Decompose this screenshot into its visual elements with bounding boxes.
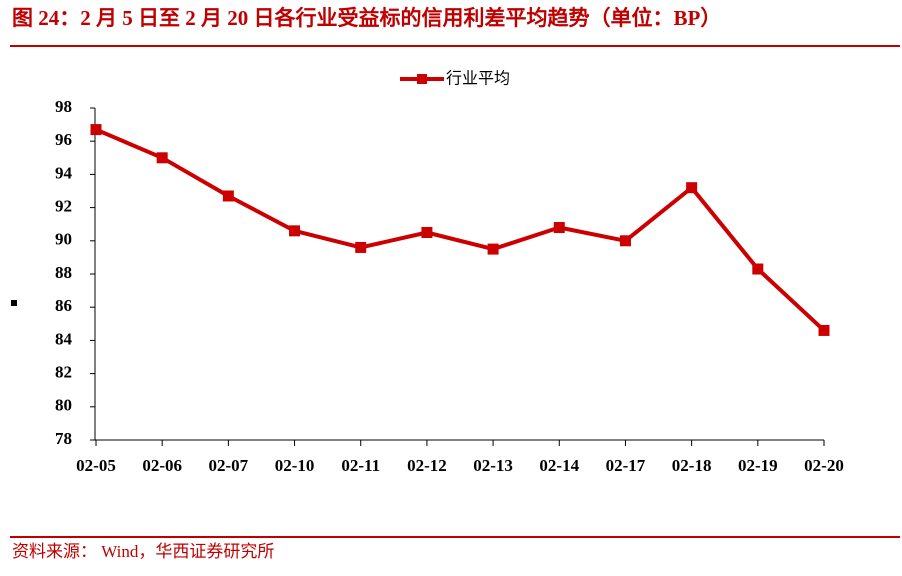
x-tick-label: 02-10 xyxy=(275,456,315,475)
point-marker xyxy=(222,190,234,202)
x-tick-label: 02-05 xyxy=(76,456,116,475)
x-tick-label: 02-18 xyxy=(672,456,712,475)
x-tick-label: 02-19 xyxy=(738,456,778,475)
point-marker xyxy=(686,182,698,194)
x-tick-label: 02-06 xyxy=(142,456,182,475)
point-marker xyxy=(553,222,565,234)
y-tick-label: 98 xyxy=(55,97,72,116)
y-tick-label: 90 xyxy=(55,230,72,249)
y-tick-label: 78 xyxy=(55,429,72,448)
y-tick-label: 82 xyxy=(55,363,72,382)
y-tick-label: 94 xyxy=(55,163,73,182)
point-marker xyxy=(752,263,764,275)
y-tick-label: 80 xyxy=(55,396,72,415)
point-marker xyxy=(90,124,102,136)
x-tick-label: 02-07 xyxy=(209,456,249,475)
x-tick-label: 02-11 xyxy=(341,456,380,475)
point-marker xyxy=(619,235,631,247)
legend-label: 行业平均 xyxy=(446,69,510,88)
bullet xyxy=(11,300,17,306)
point-marker xyxy=(289,225,301,237)
y-tick-label: 88 xyxy=(55,263,72,282)
point-marker xyxy=(421,227,433,238)
point-marker xyxy=(156,152,168,164)
chart-title: 图 24：2 月 5 日至 2 月 20 日各行业受益标的信用利差平均趋势（单位… xyxy=(12,6,721,30)
x-tick-label: 02-12 xyxy=(407,456,447,475)
source-note: 资料来源： Wind，华西证券研究所 xyxy=(12,542,274,561)
y-tick-label: 84 xyxy=(55,329,73,348)
legend-marker xyxy=(417,74,427,84)
point-marker xyxy=(487,243,499,255)
point-marker xyxy=(355,241,367,253)
y-tick-label: 96 xyxy=(55,130,72,149)
y-tick-label: 92 xyxy=(55,197,72,216)
series-line xyxy=(95,127,826,332)
x-tick-label: 02-13 xyxy=(473,456,513,475)
point-marker xyxy=(818,324,830,336)
x-tick-label: 02-14 xyxy=(539,456,579,475)
x-tick-label: 02-17 xyxy=(606,456,646,475)
x-tick-label: 02-20 xyxy=(804,456,844,475)
y-tick-label: 86 xyxy=(55,296,72,315)
